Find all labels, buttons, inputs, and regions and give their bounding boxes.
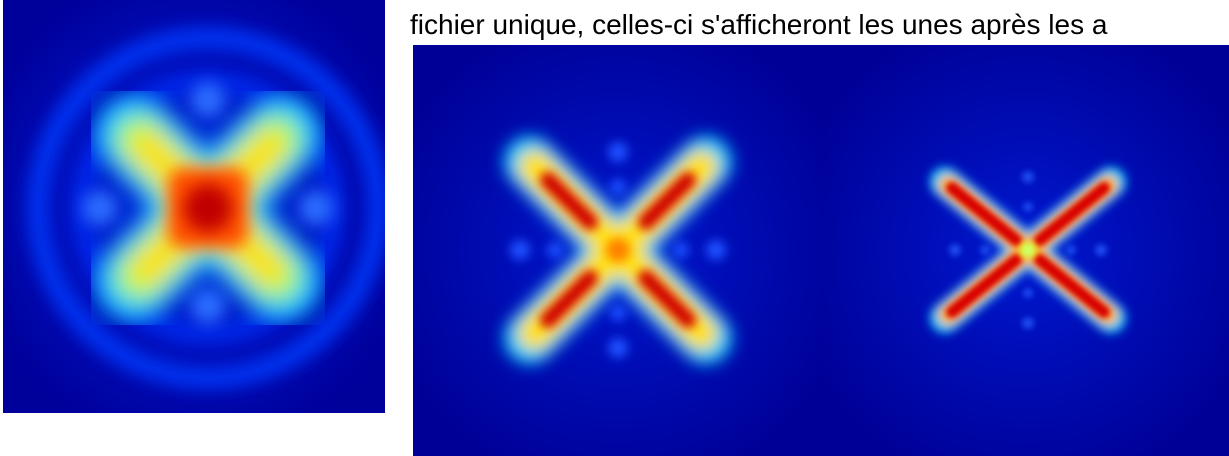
image-3 [822, 45, 1229, 456]
image-2 [413, 45, 822, 456]
image-1 [3, 0, 385, 413]
caption-text: fichier unique, celles-ci s'afficheront … [410, 9, 1108, 40]
